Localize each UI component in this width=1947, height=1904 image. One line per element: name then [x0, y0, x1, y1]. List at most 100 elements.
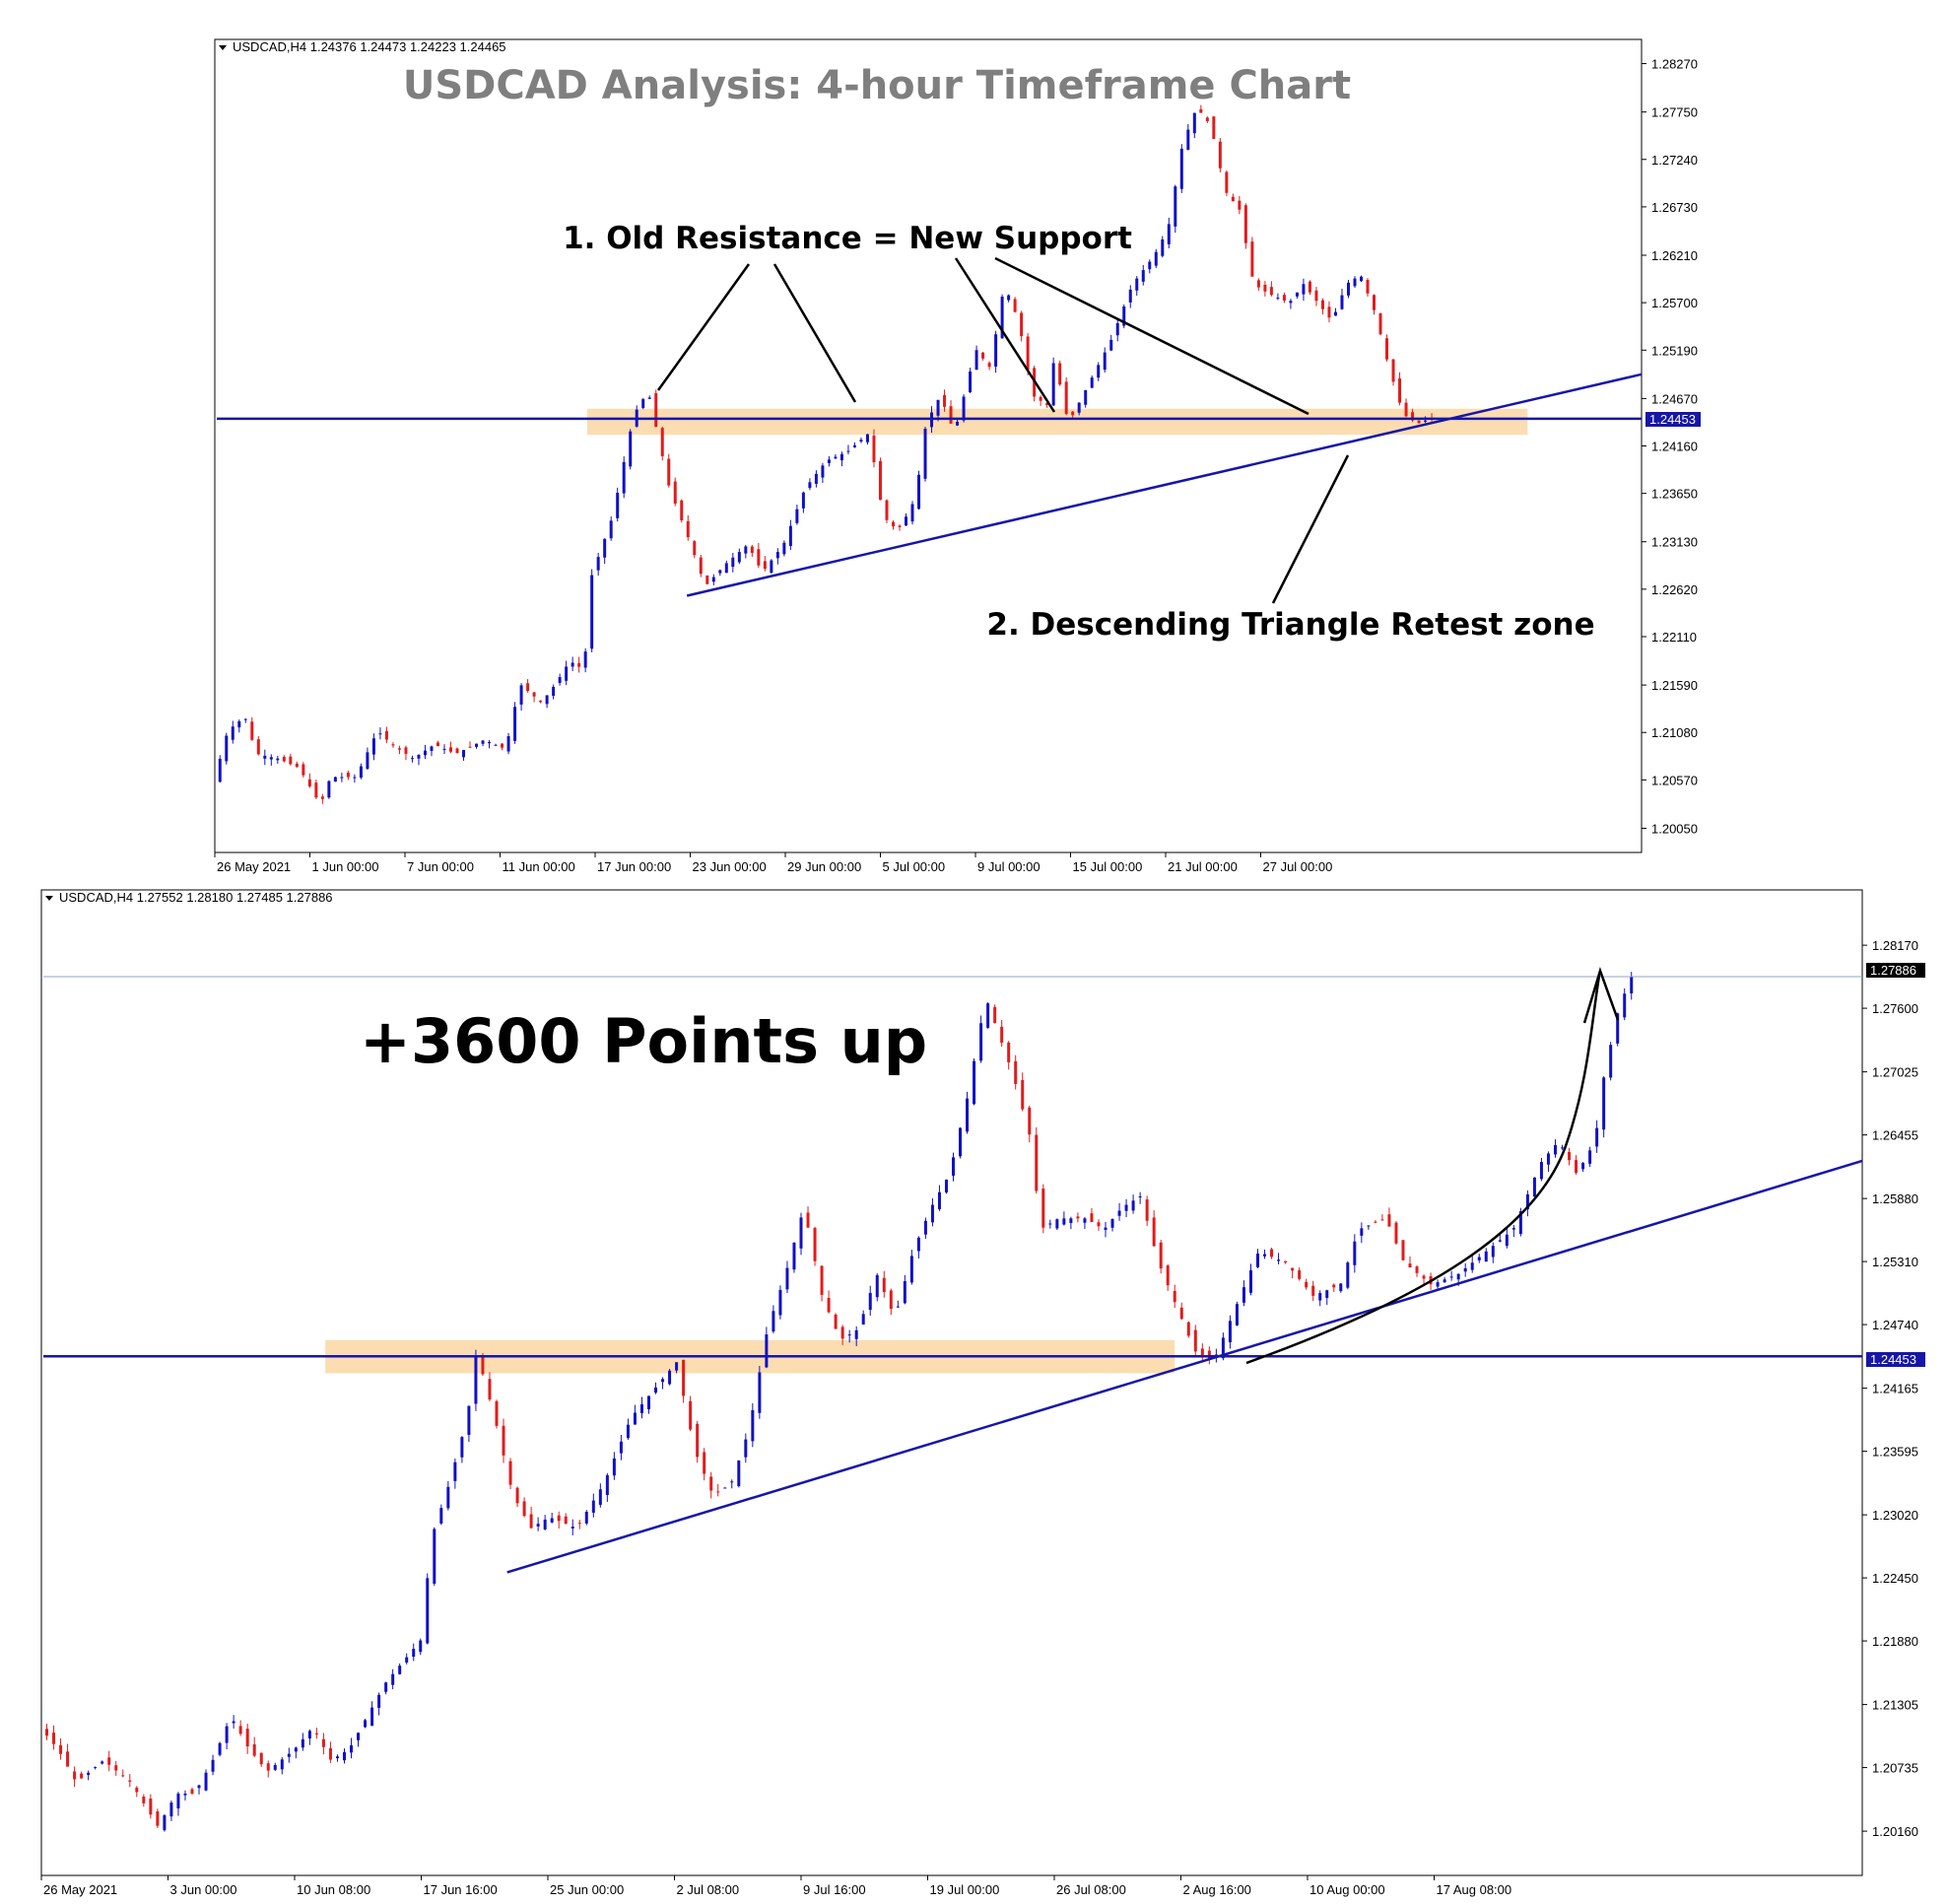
- candle-body: [639, 1403, 643, 1413]
- candle-body: [1221, 1337, 1225, 1359]
- candle-body: [936, 399, 940, 416]
- candle-body: [1568, 1151, 1572, 1161]
- candle-body: [852, 444, 856, 447]
- candle-body: [1026, 336, 1030, 371]
- candle-body: [814, 473, 818, 484]
- candle-body: [744, 546, 748, 554]
- candle-body: [699, 557, 703, 575]
- candle-body: [598, 1489, 602, 1505]
- candle-body: [494, 744, 498, 746]
- candle-body: [218, 1742, 222, 1755]
- y-tick-label: 1.21880: [1872, 1634, 1918, 1649]
- candle-body: [532, 692, 536, 697]
- candle-body: [861, 1314, 865, 1326]
- x-tick-label: 7 Jun 00:00: [407, 859, 474, 874]
- candle-body: [647, 397, 651, 399]
- candle-body: [1148, 261, 1152, 270]
- candle-body: [1360, 1228, 1364, 1236]
- candle-body: [1021, 1079, 1025, 1110]
- candle-body: [1539, 1161, 1543, 1180]
- candle-body: [889, 1290, 893, 1310]
- candle-body: [101, 1761, 104, 1764]
- candle-body: [865, 434, 869, 442]
- candle-body: [301, 1738, 304, 1748]
- candle-body: [1353, 278, 1357, 287]
- x-tick-label: 23 Jun 00:00: [693, 859, 767, 874]
- candle-body: [1391, 359, 1395, 382]
- y-tick-label: 1.26210: [1651, 248, 1698, 263]
- x-tick-label: 15 Jul 00:00: [1073, 859, 1143, 874]
- candle-body: [1366, 279, 1370, 294]
- candle-body: [1340, 295, 1344, 309]
- candle-body: [1269, 287, 1273, 296]
- candle-body: [1225, 171, 1229, 193]
- y-tick-label: 1.23130: [1651, 535, 1698, 550]
- candle-body: [1128, 289, 1132, 303]
- candle-body: [1248, 1270, 1252, 1293]
- bottom-plot-frame: [40, 889, 1863, 1876]
- candle-body: [357, 1733, 361, 1740]
- candle-body: [944, 1179, 948, 1192]
- candle-body: [882, 1277, 886, 1292]
- candle-body: [1193, 1329, 1197, 1352]
- candle-body: [1007, 295, 1011, 301]
- candle-body: [320, 796, 324, 799]
- candle-body: [436, 742, 439, 747]
- candle-body: [1417, 420, 1421, 424]
- candle-body: [350, 1745, 354, 1753]
- candle-body: [252, 1744, 256, 1756]
- candle-body: [197, 1785, 201, 1789]
- candle-body: [1228, 1321, 1232, 1343]
- candle-body: [433, 1529, 436, 1585]
- candle-body: [731, 557, 735, 568]
- candle-body: [757, 549, 761, 566]
- y-tick-label: 1.25880: [1872, 1191, 1918, 1206]
- candle-body: [660, 428, 664, 456]
- candle-body: [724, 563, 728, 574]
- y-tick-label: 1.23650: [1651, 487, 1698, 502]
- candle-body: [439, 1508, 443, 1524]
- candle-body: [591, 1500, 595, 1513]
- candle-body: [1385, 338, 1389, 360]
- candle-body: [1367, 1225, 1371, 1227]
- candle-body: [1295, 292, 1299, 297]
- leader-line-3: [954, 257, 1056, 413]
- candle-body: [397, 748, 401, 750]
- candle-body: [1325, 1290, 1329, 1299]
- candle-body: [846, 450, 850, 452]
- candle-body: [1387, 1214, 1391, 1227]
- top-candles: [218, 104, 1434, 804]
- candle-body: [423, 750, 427, 756]
- x-tick-label: 21 Jul 00:00: [1168, 859, 1238, 874]
- candle-body: [1320, 300, 1324, 309]
- candle-body: [875, 1274, 879, 1298]
- candle-body: [827, 459, 831, 463]
- candle-body: [737, 1460, 741, 1486]
- candle-body: [564, 1516, 568, 1525]
- projection-curve-arrow: [1245, 975, 1601, 1365]
- candle-body: [156, 1811, 160, 1826]
- candle-body: [59, 1744, 63, 1754]
- candle-body: [661, 1379, 665, 1383]
- candle-body: [333, 777, 337, 782]
- candle-body: [785, 1267, 789, 1290]
- candle-body: [1097, 1222, 1101, 1227]
- candle-body: [1546, 1153, 1550, 1165]
- candle-body: [543, 1519, 547, 1530]
- candle-body: [1284, 1260, 1288, 1263]
- candle-body: [321, 1738, 325, 1747]
- y-tick-label: 1.25310: [1872, 1255, 1918, 1269]
- candle-body: [603, 538, 607, 558]
- candle-body: [513, 707, 517, 741]
- candle-body: [1308, 281, 1311, 293]
- leader-line-1: [656, 263, 751, 391]
- candle-body: [1179, 1307, 1183, 1320]
- candle-body: [481, 740, 485, 744]
- candle-body: [1302, 284, 1306, 295]
- candle-body: [654, 1387, 658, 1394]
- x-tick-label: 17 Aug 08:00: [1437, 1882, 1512, 1897]
- y-tick-label: 1.21080: [1651, 725, 1698, 740]
- candle-body: [705, 575, 709, 584]
- bottom-header-triangle-icon: [45, 896, 53, 901]
